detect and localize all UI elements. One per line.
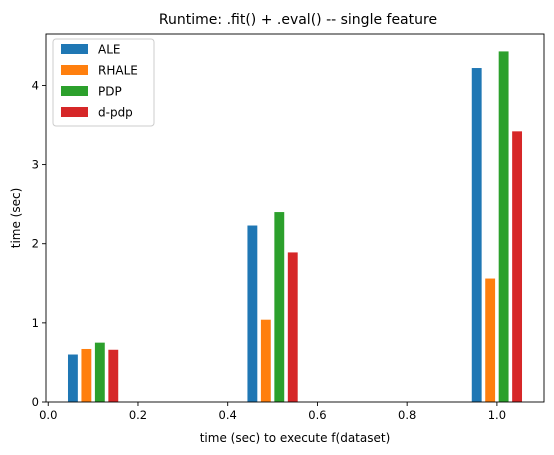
x-tick-label: 0.8 bbox=[398, 408, 416, 422]
y-tick-label: 1 bbox=[32, 316, 39, 330]
legend-swatch bbox=[61, 44, 88, 54]
y-tick-label: 3 bbox=[32, 158, 39, 172]
bar-d-pdp-0 bbox=[108, 349, 119, 402]
bar-rhale-2 bbox=[485, 278, 496, 402]
legend-label: RHALE bbox=[98, 64, 138, 78]
plot-frame bbox=[45, 33, 545, 403]
bars-layer bbox=[67, 51, 523, 403]
chart-title: Runtime: .fit() + .eval() -- single feat… bbox=[159, 12, 437, 28]
x-tick-label: 0.2 bbox=[129, 408, 147, 422]
legend-label: PDP bbox=[98, 85, 122, 99]
y-axis-label: time (sec) bbox=[9, 188, 23, 249]
x-tick-label: 0.6 bbox=[308, 408, 326, 422]
bar-pdp-1 bbox=[274, 212, 285, 402]
x-axis-label: time (sec) to execute f(dataset) bbox=[200, 431, 391, 445]
bar-ale-1 bbox=[247, 225, 258, 402]
y-axis-ticks: 0 1 2 3 4 bbox=[32, 78, 46, 409]
bar-ale-2 bbox=[471, 68, 482, 403]
legend-swatch bbox=[61, 107, 88, 117]
y-tick-label: 0 bbox=[32, 395, 39, 409]
legend: ALE RHALE PDP d-pdp bbox=[52, 38, 155, 127]
legend-box bbox=[52, 38, 155, 127]
bar-ale-0 bbox=[67, 354, 78, 402]
x-tick-label: 0.4 bbox=[219, 408, 237, 422]
legend-swatch bbox=[61, 86, 88, 96]
legend-label: ALE bbox=[98, 43, 120, 57]
x-axis-ticks: 0.0 0.2 0.4 0.6 0.8 1.0 bbox=[39, 402, 506, 422]
bar-rhale-0 bbox=[81, 348, 92, 402]
bar-pdp-2 bbox=[498, 51, 509, 402]
bar-d-pdp-2 bbox=[512, 131, 523, 403]
y-tick-label: 2 bbox=[32, 237, 39, 251]
y-tick-label: 4 bbox=[32, 78, 39, 92]
bar-d-pdp-1 bbox=[287, 252, 298, 402]
legend-label: d-pdp bbox=[98, 106, 133, 120]
x-tick-label: 0.0 bbox=[39, 408, 57, 422]
x-tick-label: 1.0 bbox=[488, 408, 506, 422]
bar-rhale-1 bbox=[260, 319, 271, 402]
bar-pdp-0 bbox=[94, 342, 105, 402]
legend-swatch bbox=[61, 65, 88, 75]
